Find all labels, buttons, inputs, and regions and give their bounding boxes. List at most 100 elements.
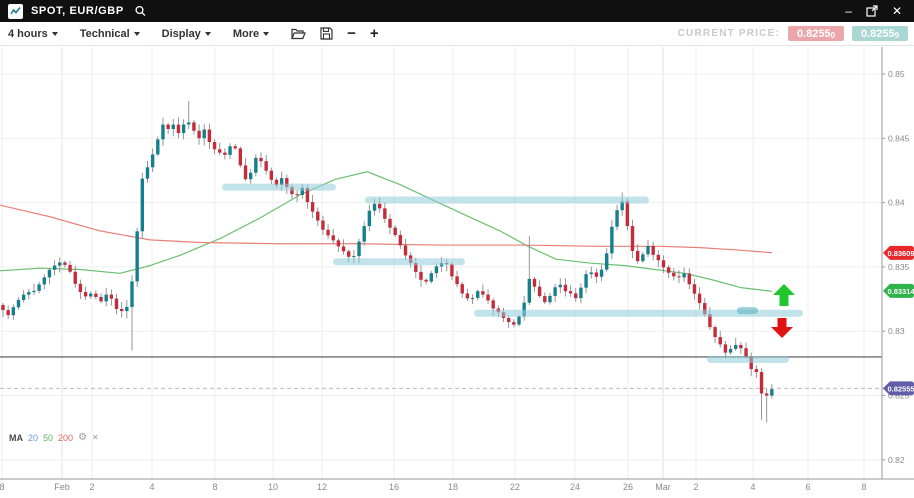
candle	[233, 146, 237, 149]
candle	[398, 235, 403, 246]
candle	[254, 157, 258, 173]
candle	[692, 284, 697, 294]
candle	[532, 278, 537, 287]
candle	[770, 389, 774, 396]
candle	[207, 129, 212, 143]
candle	[553, 287, 557, 296]
ma-indicator-legend: MA 20 50 200 ⚙ ✕	[9, 432, 99, 444]
candle	[99, 296, 103, 302]
candle	[218, 149, 222, 153]
candle	[362, 226, 366, 242]
technical-menu[interactable]: Technical	[80, 28, 140, 40]
candle	[197, 130, 201, 139]
candle	[548, 295, 552, 303]
x-tick-label: Feb	[54, 482, 70, 492]
current-price-label: CURRENT PRICE:	[677, 28, 780, 39]
candle	[543, 296, 547, 303]
candle	[32, 290, 36, 293]
popout-button[interactable]	[866, 5, 878, 17]
candle	[759, 372, 764, 394]
zoom-out-button[interactable]: −	[347, 25, 356, 42]
candle	[264, 161, 268, 171]
minimize-button[interactable]: –	[845, 4, 852, 18]
candle	[125, 306, 129, 312]
x-tick-label: 6	[805, 482, 810, 492]
ma200-price-tag	[883, 245, 914, 260]
candle	[656, 254, 661, 261]
ma-period-50: 50	[43, 433, 54, 443]
search-icon[interactable]	[134, 5, 147, 18]
candle	[522, 302, 526, 317]
candle	[512, 322, 516, 325]
bearish-arrow	[771, 318, 793, 338]
candle	[661, 260, 666, 268]
display-menu[interactable]: Display	[162, 28, 211, 40]
candle	[718, 337, 722, 345]
candle	[393, 227, 397, 236]
candle	[383, 208, 387, 219]
y-tick-label: 0.845	[888, 133, 910, 143]
timeframe-menu[interactable]: 4 hours	[8, 28, 58, 40]
candle	[187, 122, 191, 125]
candle	[527, 278, 532, 303]
candle	[274, 179, 279, 185]
candle	[568, 291, 573, 294]
close-button[interactable]: ✕	[891, 4, 902, 18]
candle	[620, 201, 624, 211]
ask-price-badge[interactable]: 0.8255 9	[852, 26, 908, 41]
candle	[68, 264, 72, 272]
close-icon[interactable]: ✕	[92, 433, 99, 442]
candle	[625, 201, 630, 227]
candle	[58, 262, 62, 266]
candle	[140, 178, 145, 232]
x-tick-label: 16	[389, 482, 399, 492]
ma-period-20: 20	[28, 433, 39, 443]
candle	[728, 348, 733, 353]
candle	[248, 172, 253, 180]
candle	[305, 187, 310, 203]
candle	[78, 283, 83, 293]
support-resistance-zone	[365, 196, 649, 204]
more-menu[interactable]: More	[233, 28, 270, 40]
candle	[563, 284, 568, 292]
candle	[682, 273, 686, 278]
candle	[150, 154, 155, 168]
x-tick-label: 4	[750, 482, 755, 492]
candle	[321, 220, 325, 230]
candle	[104, 294, 108, 302]
candle	[89, 293, 93, 297]
candle	[713, 327, 717, 338]
candle	[11, 307, 16, 316]
candle	[27, 292, 31, 295]
zone-retest-highlight	[737, 307, 758, 315]
candle	[403, 245, 408, 256]
candle	[326, 229, 330, 236]
y-tick-label: 0.84	[888, 198, 905, 208]
candle	[434, 266, 439, 274]
open-folder-icon[interactable]	[291, 28, 306, 40]
candle	[176, 124, 181, 134]
bid-price-badge[interactable]: 0.8255 0	[788, 26, 844, 41]
x-tick-label: 12	[317, 482, 327, 492]
zoom-in-button[interactable]: +	[369, 25, 379, 42]
candle	[223, 152, 227, 155]
chevron-down-icon	[133, 32, 140, 36]
candle	[238, 148, 243, 166]
candle	[372, 203, 377, 211]
candle	[677, 276, 681, 278]
chevron-down-icon	[51, 32, 58, 36]
y-tick-label: 0.825	[888, 391, 910, 401]
x-tick-label: 8	[0, 482, 5, 492]
x-tick-label: 8	[212, 482, 217, 492]
save-icon[interactable]	[320, 27, 333, 40]
price-chart[interactable]: 0.85 0.845 0.84 0.835 0.83 0.825 0.82 8 Feb 2 4 8 10…	[0, 46, 914, 493]
candle	[1, 304, 5, 311]
candle	[269, 170, 274, 180]
candle	[646, 246, 650, 255]
candle	[537, 286, 542, 297]
gear-icon[interactable]: ⚙	[78, 432, 88, 443]
candle	[424, 279, 428, 282]
candle	[666, 267, 671, 273]
chevron-down-icon	[204, 32, 211, 36]
